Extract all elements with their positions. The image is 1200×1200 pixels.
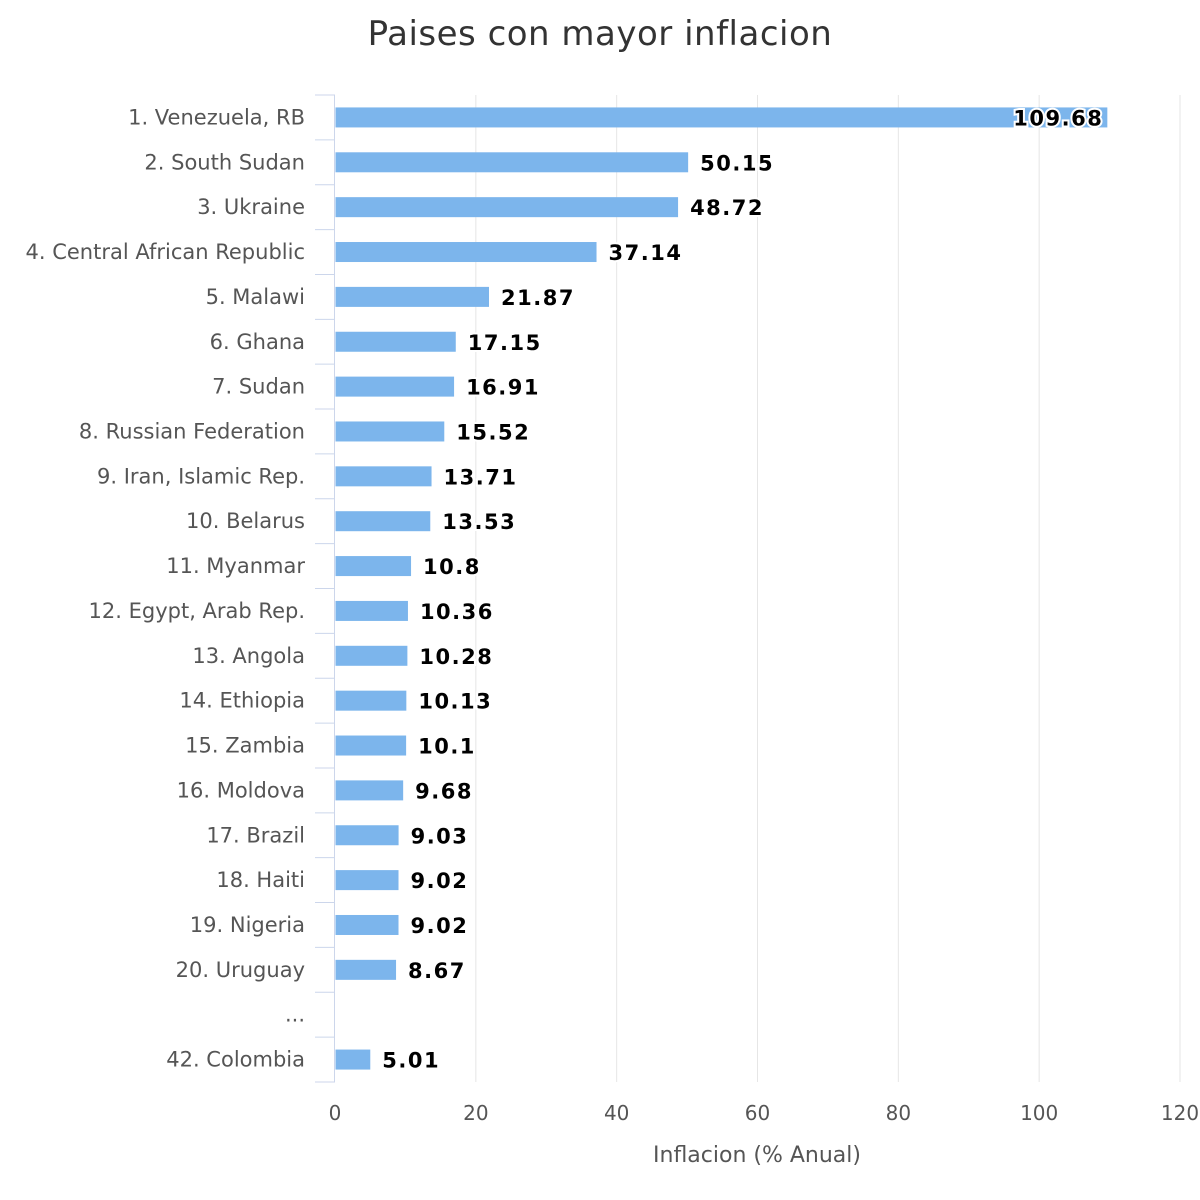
data-label: 10.1 — [418, 735, 476, 759]
x-tick-120: 120 — [1161, 1101, 1199, 1125]
bar — [335, 600, 408, 621]
data-label: 8.67 — [408, 959, 466, 983]
bar — [335, 914, 399, 935]
x-axis-title: Inflacion (% Anual) — [653, 1143, 861, 1168]
x-tick-40: 40 — [604, 1101, 629, 1125]
category-label: 12. Egypt, Arab Rep. — [89, 599, 305, 623]
bar — [335, 376, 455, 397]
data-label: 10.36 — [420, 600, 494, 624]
x-tick-20: 20 — [463, 1101, 488, 1125]
category-labels: 1. Venezuela, RB 2. South Sudan 3. Ukraine… — [26, 105, 306, 1071]
data-label: 109.68 — [1013, 106, 1103, 130]
bar — [335, 556, 412, 577]
chart-title: Paises con mayor inflacion — [367, 14, 833, 54]
category-label: 10. Belarus — [186, 509, 305, 533]
category-label: 7. Sudan — [212, 375, 305, 399]
bars — [335, 107, 1108, 1070]
data-label: 16.91 — [466, 376, 540, 400]
category-label: 13. Angola — [192, 644, 305, 668]
data-label: 9.68 — [415, 779, 473, 803]
category-label: ... — [285, 1003, 305, 1027]
category-label: 8. Russian Federation — [79, 419, 305, 443]
data-labels: 109.68 50.15 48.72 37.14 21.87 17.15 16.91 15.5… — [380, 104, 1104, 1074]
category-label: 15. Zambia — [185, 734, 305, 758]
category-axis — [315, 94, 335, 1083]
data-label: 5.01 — [382, 1049, 440, 1073]
category-label: 4. Central African Republic — [26, 240, 305, 264]
data-label: 9.03 — [411, 824, 469, 848]
bar — [335, 959, 397, 980]
data-label: 17.15 — [468, 331, 542, 355]
bar — [335, 870, 399, 891]
category-label: 11. Myanmar — [166, 554, 305, 578]
bar — [335, 152, 689, 173]
data-label: 9.02 — [411, 914, 469, 938]
bar — [335, 286, 490, 307]
category-label: 17. Brazil — [206, 823, 305, 847]
bar — [335, 331, 456, 352]
data-label: 10.28 — [419, 645, 493, 669]
category-label: 5. Malawi — [206, 285, 305, 309]
data-label: 50.15 — [700, 151, 774, 175]
category-label: 3. Ukraine — [197, 195, 305, 219]
category-label: 42. Colombia — [166, 1048, 305, 1072]
bar — [335, 690, 407, 711]
x-tick-80: 80 — [886, 1101, 911, 1125]
bar — [335, 242, 597, 263]
category-label: 2. South Sudan — [144, 150, 305, 174]
bar — [335, 645, 408, 666]
data-label: 37.14 — [609, 241, 683, 265]
data-label: 13.71 — [444, 465, 518, 489]
x-tick-60: 60 — [745, 1101, 770, 1125]
category-label: 16. Moldova — [177, 778, 305, 802]
category-label: 9. Iran, Islamic Rep. — [97, 464, 305, 488]
bar — [335, 421, 445, 442]
data-label: 10.8 — [423, 555, 481, 579]
data-label: 13.53 — [442, 510, 516, 534]
data-label: 15.52 — [456, 420, 530, 444]
bar — [335, 197, 679, 218]
bar — [335, 735, 407, 756]
x-tick-labels: 0 20 40 60 80 100 120 — [329, 1101, 1199, 1125]
category-label: 14. Ethiopia — [179, 689, 305, 713]
data-label: 10.13 — [418, 690, 492, 714]
category-label: 20. Uruguay — [176, 958, 305, 982]
category-label: 6. Ghana — [210, 330, 305, 354]
bar — [335, 780, 404, 801]
category-label: 18. Haiti — [216, 868, 305, 892]
data-label: 48.72 — [690, 196, 764, 220]
x-tick-100: 100 — [1020, 1101, 1058, 1125]
bar — [335, 825, 399, 846]
x-tick-0: 0 — [329, 1101, 342, 1125]
category-label: 19. Nigeria — [190, 913, 305, 937]
data-label: 21.87 — [501, 286, 575, 310]
bar — [335, 1049, 371, 1070]
bar — [335, 107, 1108, 128]
category-label: 1. Venezuela, RB — [128, 105, 305, 129]
data-label: 9.02 — [411, 869, 469, 893]
bar — [335, 511, 431, 532]
bar — [335, 466, 432, 487]
